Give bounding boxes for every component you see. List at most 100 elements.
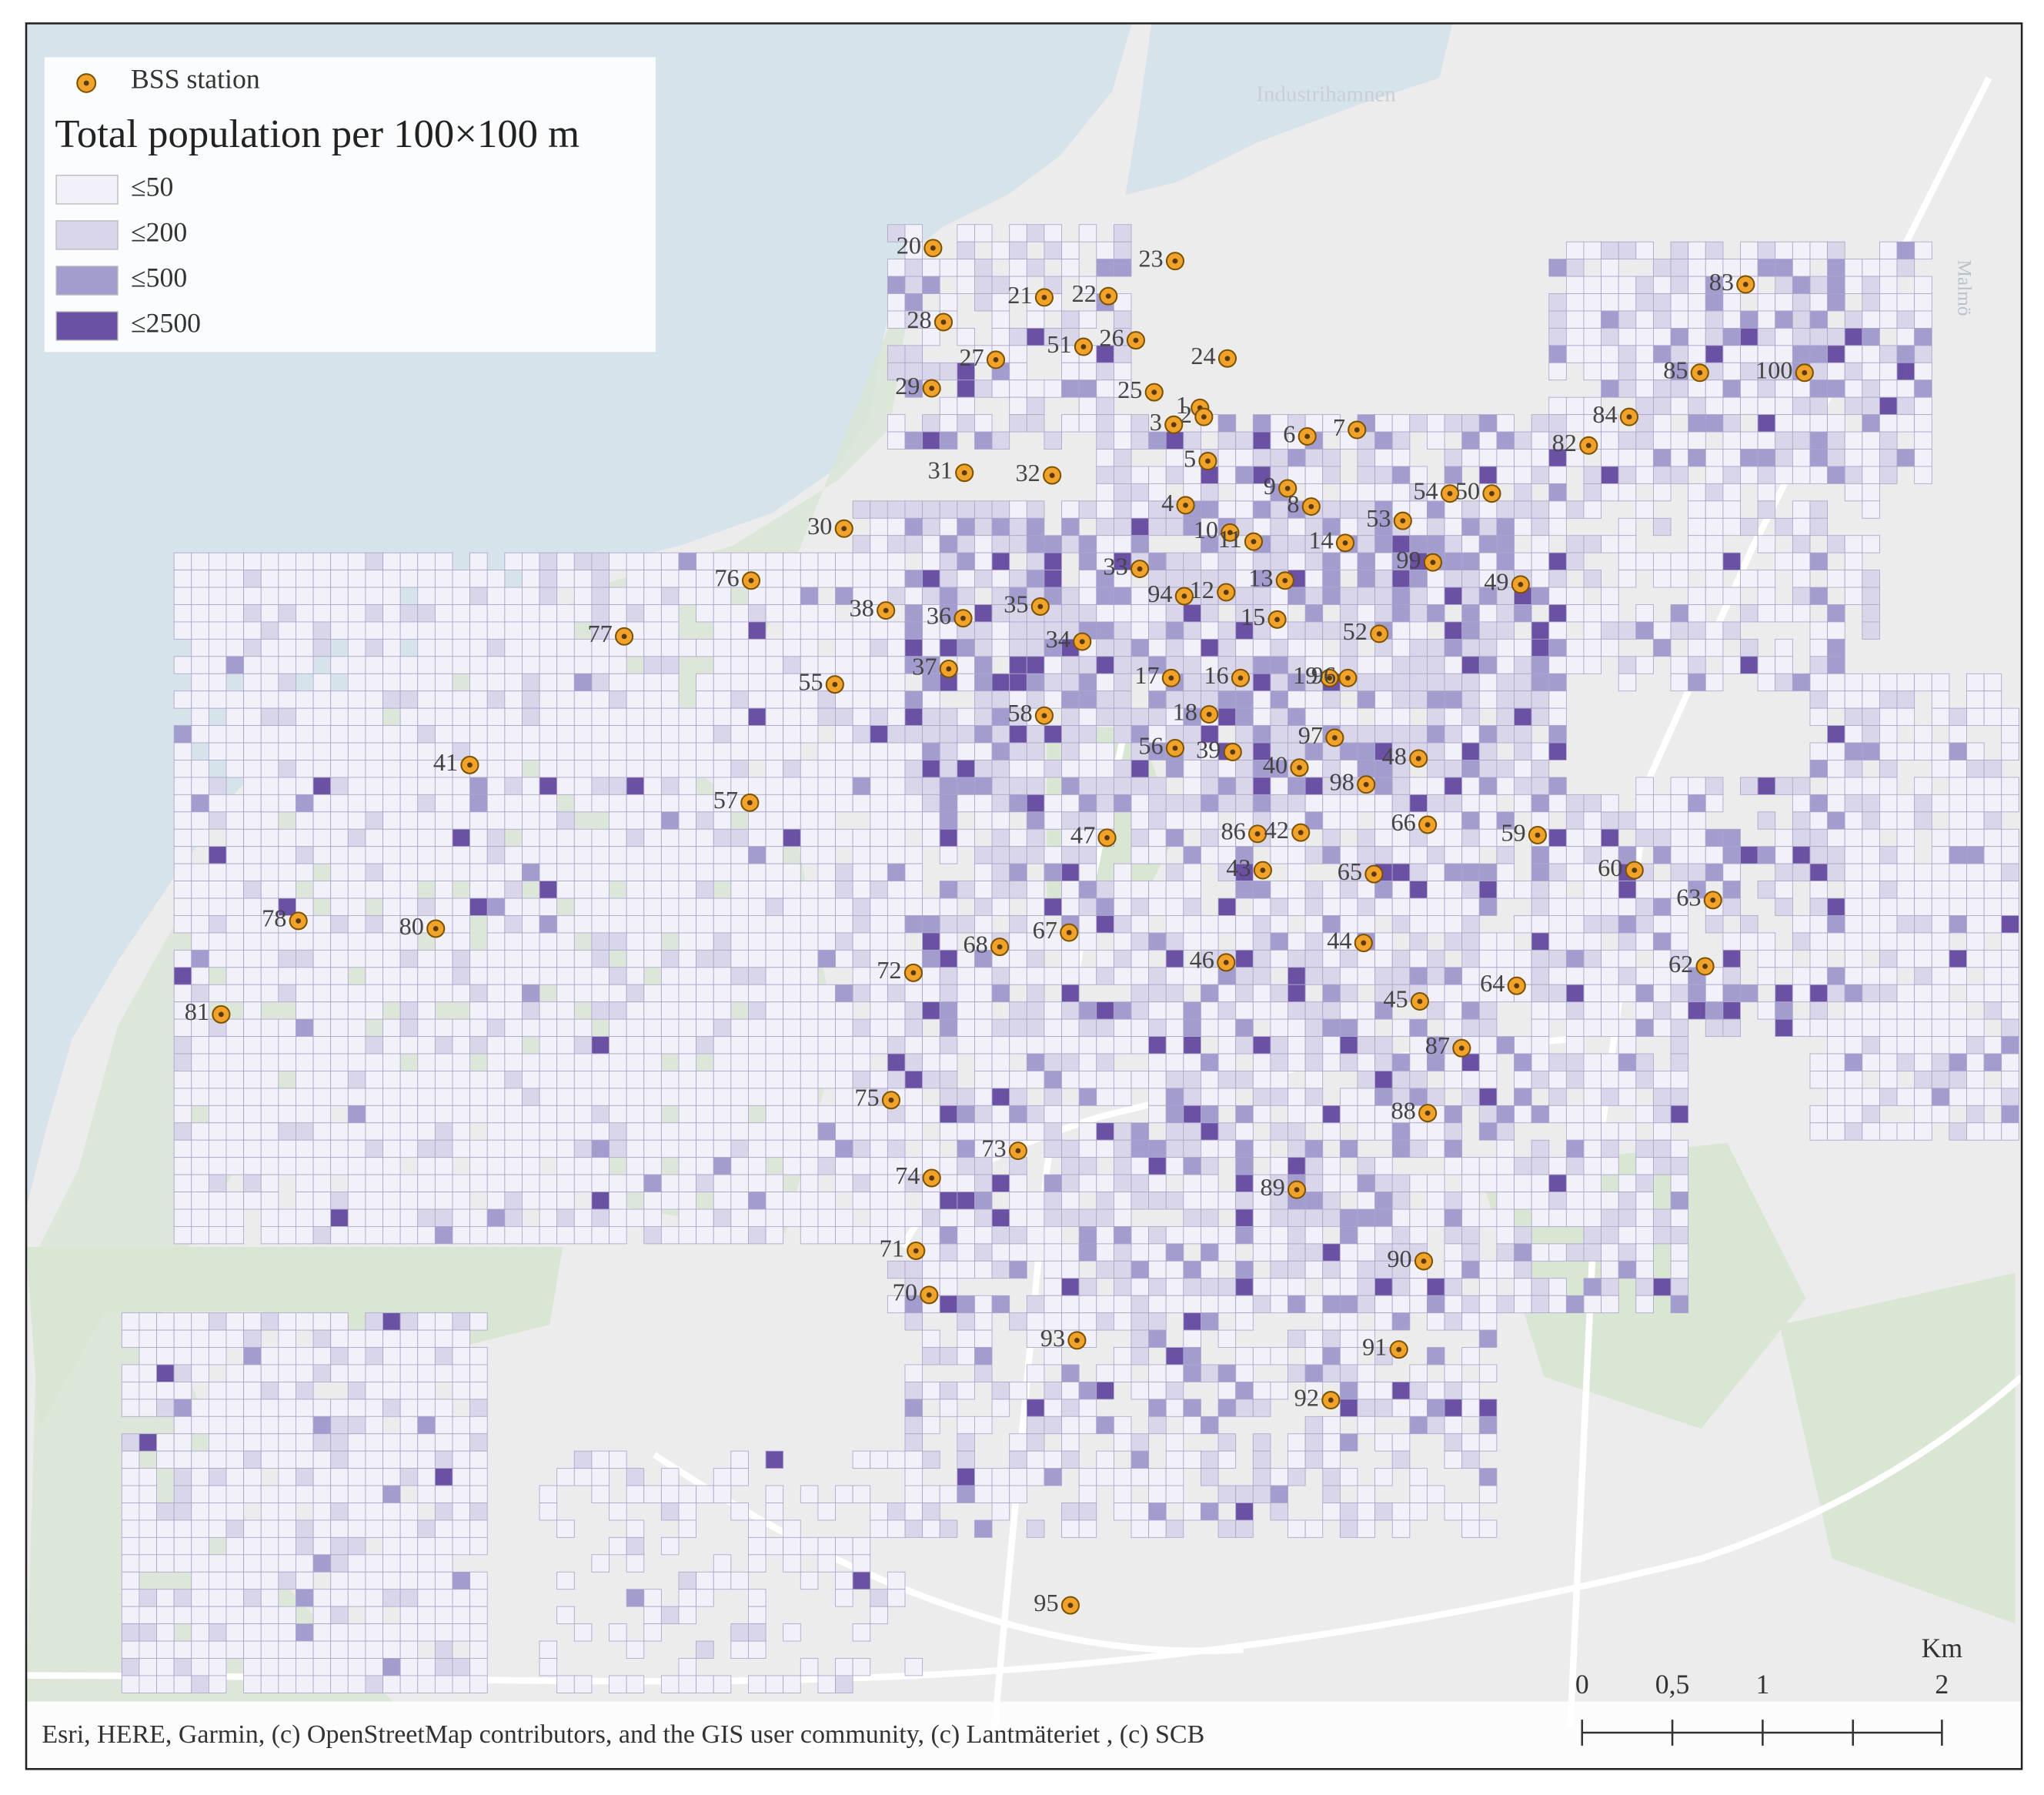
population-cell — [347, 1001, 366, 1020]
population-cell — [1165, 1139, 1184, 1158]
population-cell — [1078, 967, 1097, 985]
population-cell — [296, 1519, 314, 1538]
population-cell — [1217, 898, 1237, 916]
population-cell — [748, 1071, 766, 1089]
population-cell — [800, 881, 819, 899]
population-cell — [347, 828, 366, 847]
population-cell — [1635, 414, 1654, 433]
population-cell — [1444, 1260, 1463, 1279]
population-cell — [1061, 1450, 1080, 1469]
population-cell — [2001, 828, 2019, 847]
population-cell — [1183, 1278, 1201, 1296]
population-cell — [296, 1536, 314, 1556]
population-cell — [1478, 725, 1498, 744]
population-cell — [904, 760, 923, 778]
population-cell — [1827, 1053, 1845, 1071]
population-cell — [1670, 1157, 1689, 1175]
population-cell — [1391, 604, 1411, 623]
population-cell — [783, 1105, 801, 1124]
population-cell — [1757, 241, 1776, 260]
population-cell — [1427, 984, 1445, 1003]
population-cell — [591, 967, 610, 985]
population-cell — [1565, 1001, 1585, 1020]
population-cell — [1061, 1503, 1080, 1521]
population-cell — [1514, 431, 1532, 450]
population-cell — [870, 517, 888, 536]
population-cell — [365, 828, 383, 847]
population-cell — [382, 811, 401, 830]
population-cell — [609, 673, 627, 692]
population-cell — [748, 1018, 766, 1037]
population-cell — [1270, 1088, 1288, 1106]
population-cell — [852, 742, 871, 760]
population-cell — [1461, 414, 1480, 433]
population-cell — [1304, 1088, 1324, 1106]
population-cell — [469, 1485, 488, 1503]
population-cell — [1201, 1139, 1219, 1158]
population-cell — [365, 1192, 383, 1210]
population-cell — [139, 1399, 157, 1417]
population-cell — [974, 570, 993, 588]
population-cell — [243, 1658, 262, 1676]
population-cell — [887, 1001, 906, 1020]
population-cell — [173, 1225, 192, 1245]
population-cell — [1670, 863, 1689, 881]
population-cell — [783, 1208, 801, 1227]
population-cell — [434, 725, 453, 744]
population-cell — [1444, 1416, 1463, 1435]
population-cell — [243, 690, 262, 709]
population-cell — [486, 656, 506, 674]
population-cell — [1879, 1018, 1898, 1037]
population-cell — [1670, 449, 1689, 467]
population-cell — [312, 552, 332, 571]
population-cell — [330, 1225, 349, 1245]
population-cell — [609, 587, 627, 605]
population-cell — [1688, 881, 1706, 899]
population-cell — [191, 967, 209, 985]
population-cell — [1009, 725, 1027, 744]
population-cell — [243, 1640, 262, 1659]
population-cell — [1391, 725, 1411, 744]
population-cell — [278, 1485, 296, 1503]
population-cell — [1183, 1503, 1201, 1521]
population-cell — [1757, 414, 1776, 433]
population-cell — [1827, 449, 1845, 467]
population-cell — [347, 604, 366, 623]
population-cell — [609, 760, 627, 778]
population-cell — [1548, 396, 1567, 416]
population-cell — [1165, 915, 1184, 934]
population-cell — [260, 1519, 279, 1538]
population-cell — [1131, 1450, 1150, 1469]
population-cell — [1914, 1122, 1932, 1141]
population-cell — [730, 673, 749, 692]
population-cell — [434, 881, 453, 899]
population-cell — [1322, 552, 1341, 571]
population-cell — [1235, 707, 1254, 727]
population-cell — [173, 1122, 192, 1141]
population-cell — [225, 1122, 245, 1141]
population-cell — [296, 1364, 314, 1382]
population-cell — [121, 1468, 140, 1486]
population-cell — [1618, 621, 1637, 640]
population-cell — [730, 1105, 749, 1124]
population-cell — [1548, 932, 1567, 951]
population-cell — [1270, 1381, 1288, 1400]
population-cell — [1949, 881, 1967, 899]
population-cell — [1009, 1192, 1027, 1210]
population-cell — [696, 881, 714, 899]
population-cell — [1949, 707, 1967, 727]
population-cell — [1096, 638, 1114, 657]
population-cell — [713, 760, 732, 778]
population-cell — [835, 984, 853, 1003]
population-cell — [1775, 1001, 1793, 1020]
population-cell — [382, 1589, 401, 1607]
population-cell — [1148, 967, 1167, 985]
population-cell — [765, 915, 784, 934]
population-cell — [139, 1347, 157, 1365]
population-cell — [1583, 811, 1602, 830]
population-cell — [1514, 760, 1532, 778]
population-cell — [1026, 570, 1045, 588]
population-cell — [399, 1208, 419, 1227]
population-cell — [609, 794, 627, 813]
population-cell — [504, 1105, 523, 1124]
